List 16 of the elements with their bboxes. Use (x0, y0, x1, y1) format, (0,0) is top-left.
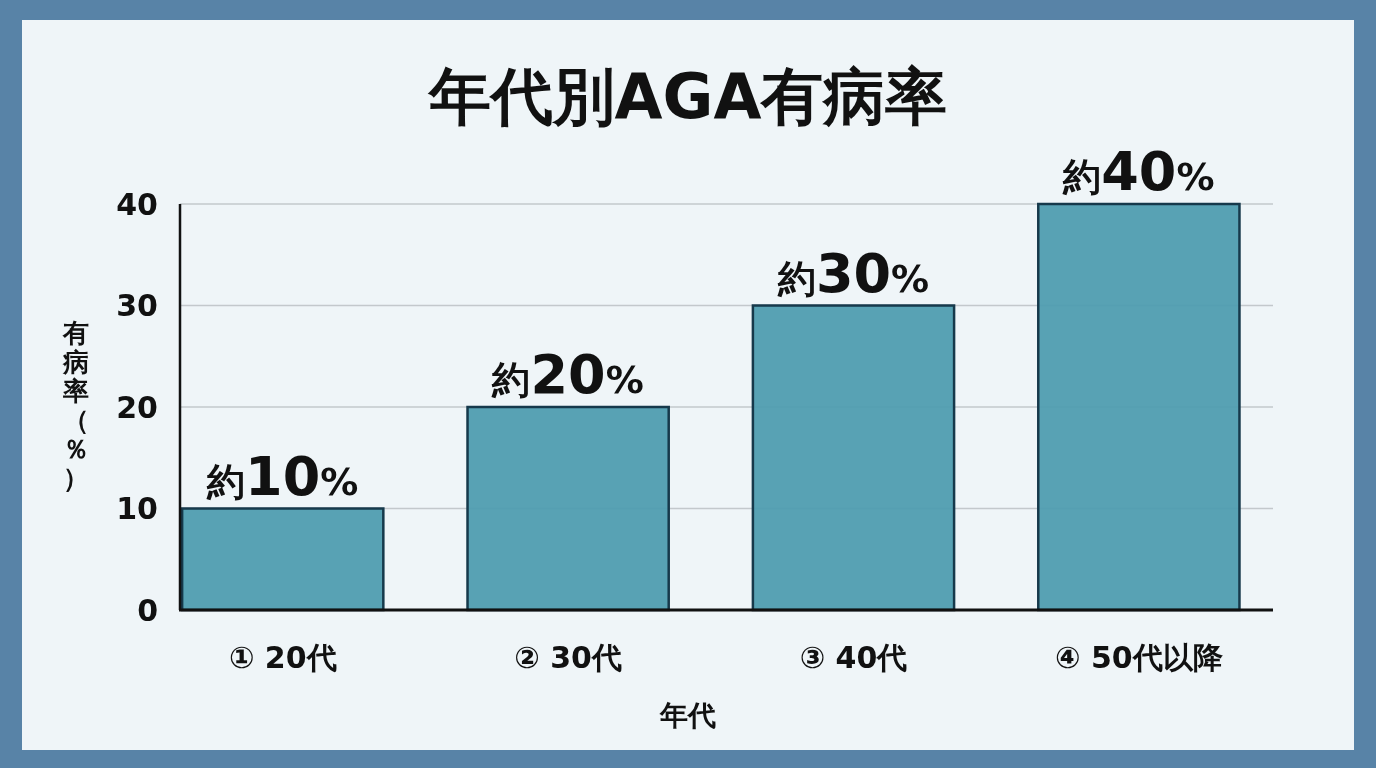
x-tick-label: ④ 50代以降 (1055, 639, 1223, 675)
y-axis-title: 有病率（％） (62, 317, 89, 493)
data-label: 約30% (776, 241, 930, 305)
y-tick-label: 20 (116, 389, 158, 425)
x-tick-label: ③ 40代 (799, 639, 908, 675)
data-label: 約40% (1062, 140, 1215, 203)
x-axis-title: 年代 (659, 698, 716, 732)
y-tick-label: 0 (137, 592, 158, 628)
y-tick-label: 10 (116, 491, 158, 526)
data-label: 約10% (206, 444, 359, 508)
data-label: 約20% (491, 343, 644, 406)
y-tick-label: 30 (116, 288, 158, 323)
y-tick-label: 40 (116, 186, 158, 222)
x-tick-label: ② 30代 (514, 639, 622, 675)
x-tick-label: ① 20代 (228, 639, 337, 675)
chart-title: 年代別AGA有病率 (426, 59, 948, 133)
